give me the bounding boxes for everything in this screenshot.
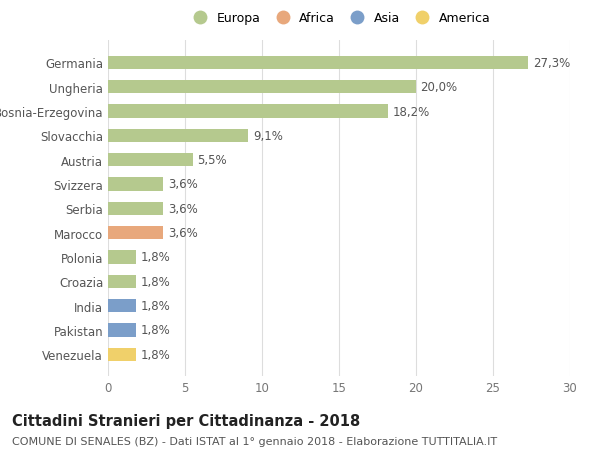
Bar xyxy=(108,226,163,240)
Text: 1,8%: 1,8% xyxy=(140,251,170,264)
Bar xyxy=(108,324,136,337)
Bar xyxy=(108,56,529,70)
Text: 1,8%: 1,8% xyxy=(140,348,170,361)
Bar xyxy=(108,275,136,288)
Text: COMUNE DI SENALES (BZ) - Dati ISTAT al 1° gennaio 2018 - Elaborazione TUTTITALIA: COMUNE DI SENALES (BZ) - Dati ISTAT al 1… xyxy=(12,436,497,446)
Text: 9,1%: 9,1% xyxy=(253,129,283,142)
Text: 1,8%: 1,8% xyxy=(140,299,170,313)
Bar xyxy=(108,251,136,264)
Text: 1,8%: 1,8% xyxy=(140,324,170,337)
Bar xyxy=(108,202,163,216)
Text: 5,5%: 5,5% xyxy=(197,154,227,167)
Bar xyxy=(108,154,193,167)
Text: 27,3%: 27,3% xyxy=(533,57,570,70)
Bar xyxy=(108,81,416,94)
Text: 20,0%: 20,0% xyxy=(421,81,458,94)
Text: 3,6%: 3,6% xyxy=(168,202,198,215)
Text: 1,8%: 1,8% xyxy=(140,275,170,288)
Text: 3,6%: 3,6% xyxy=(168,178,198,191)
Text: Cittadini Stranieri per Cittadinanza - 2018: Cittadini Stranieri per Cittadinanza - 2… xyxy=(12,413,360,428)
Text: 18,2%: 18,2% xyxy=(393,105,430,118)
Bar xyxy=(108,129,248,143)
Bar xyxy=(108,105,388,118)
Bar xyxy=(108,348,136,361)
Bar xyxy=(108,178,163,191)
Text: 3,6%: 3,6% xyxy=(168,227,198,240)
Bar xyxy=(108,299,136,313)
Legend: Europa, Africa, Asia, America: Europa, Africa, Asia, America xyxy=(182,7,496,30)
